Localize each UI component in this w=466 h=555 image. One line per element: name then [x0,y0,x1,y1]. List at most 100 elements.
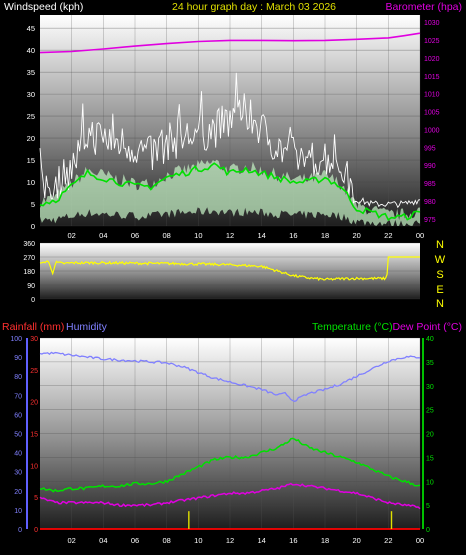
rainfall-y-tick: 30 [30,336,38,343]
direction-y-tick: 270 [23,255,35,262]
chart-title: 24 hour graph day : March 03 2026 [172,1,336,13]
series-layer [39,32,421,530]
temp-x-tick: 08 [162,536,170,545]
compass-label-north-top: N [436,239,444,251]
compass-labels: N W S E N [435,239,446,310]
wind-y-tick: 40 [27,46,35,55]
humidity-y-tick: 50 [14,432,22,439]
temp-x-tick: 18 [321,536,329,545]
barometer-label: Barometer (hpa) [386,1,462,13]
wind-x-tick: 02 [67,231,75,240]
barometer-y-tick: 990 [424,163,436,170]
compass-label-east: E [436,284,443,296]
temp-x-tick: 16 [289,536,297,545]
wind-y-tick: 0 [31,222,35,231]
barometer-y-tick: 1030 [424,20,440,27]
compass-label-south: S [436,269,443,281]
rainfall-y-tick: 0 [34,527,38,534]
humidity-y-tick: 10 [14,508,22,515]
temperature-y-tick: 10 [426,479,434,486]
wind-y-tick: 20 [27,134,35,143]
direction-y-tick: 0 [31,297,35,304]
wind-gust-line [39,72,421,209]
dewpoint-line [39,482,421,510]
humidity-y-tick: 0 [18,527,22,534]
rainfall-y-tick: 5 [34,495,38,502]
axes-layer: 0510152025303540459759809859909951000100… [10,20,439,545]
temperature-y-tick: 25 [426,408,434,415]
temp-x-tick: 02 [67,536,75,545]
humidity-label: Humidity [66,321,108,333]
wind-x-tick: 08 [162,231,170,240]
direction-y-tick: 180 [23,269,35,276]
humidity-y-tick: 90 [14,355,22,362]
wind-y-tick: 15 [27,156,35,165]
wind-y-tick: 5 [31,200,35,209]
humidity-y-tick: 70 [14,393,22,400]
windspeed-label: Windspeed (kph) [4,1,83,13]
temperature-y-tick: 40 [426,336,434,343]
wind-x-tick: 18 [321,231,329,240]
compass-label-north-bottom: N [436,298,444,310]
rainfall-y-tick: 25 [30,368,38,375]
humidity-y-tick: 30 [14,470,22,477]
dewpoint-label: Dew Point (°C) [392,321,462,333]
direction-y-tick: 360 [23,241,35,248]
rainfall-label: Rainfall (mm) [2,321,64,333]
wind-x-tick: 04 [99,231,107,240]
barometer-y-tick: 980 [424,199,436,206]
compass-label-west: W [435,254,446,266]
humidity-y-tick: 80 [14,374,22,381]
barometer-y-tick: 1025 [424,38,440,45]
temperature-y-tick: 5 [426,503,430,510]
wind-x-tick: 06 [131,231,139,240]
temperature-line [39,437,421,493]
wind-y-tick: 45 [27,24,35,33]
rainfall-y-tick: 15 [30,432,38,439]
wind-y-tick: 30 [27,90,35,99]
rainfall-y-tick: 20 [30,400,38,407]
wind-x-tick: 22 [384,231,392,240]
temperature-y-tick: 0 [426,527,430,534]
temperature-label: Temperature (°C) [312,321,393,333]
barometer-y-tick: 975 [424,217,436,224]
wind-average-line [39,162,421,221]
wind-x-tick: 12 [226,231,234,240]
wind-y-tick: 35 [27,68,35,77]
wind-y-tick: 10 [27,178,35,187]
barometer-y-tick: 995 [424,145,436,152]
temp-x-tick: 04 [99,536,107,545]
barometer-y-tick: 1000 [424,127,440,134]
temp-x-tick: 22 [384,536,392,545]
barometer-y-tick: 1020 [424,56,440,63]
temperature-y-tick: 15 [426,455,434,462]
temperature-y-tick: 30 [426,384,434,391]
wind-x-tick: 00 [416,231,424,240]
wind-lull-band [40,159,420,226]
wind-y-tick: 25 [27,112,35,121]
wind-x-tick: 20 [352,231,360,240]
wind-x-tick: 14 [257,231,265,240]
wind-x-tick: 10 [194,231,202,240]
wind-x-tick: 16 [289,231,297,240]
wind-direction-line [39,256,420,282]
humidity-y-tick: 20 [14,489,22,496]
barometer-line [39,32,421,54]
barometer-y-tick: 1015 [424,74,440,81]
barometer-y-tick: 1010 [424,92,440,99]
temp-x-tick: 06 [131,536,139,545]
temperature-y-tick: 35 [426,360,434,367]
humidity-y-tick: 60 [14,412,22,419]
direction-y-tick: 90 [27,283,35,290]
temperature-y-tick: 20 [426,432,434,439]
temp-x-tick: 20 [352,536,360,545]
temp-x-tick: 00 [416,536,424,545]
temp-x-tick: 10 [194,536,202,545]
temp-x-tick: 12 [226,536,234,545]
humidity-line [39,351,420,403]
humidity-y-tick: 40 [14,451,22,458]
humidity-y-tick: 100 [10,336,22,343]
barometer-y-tick: 985 [424,181,436,188]
temp-x-tick: 14 [257,536,265,545]
